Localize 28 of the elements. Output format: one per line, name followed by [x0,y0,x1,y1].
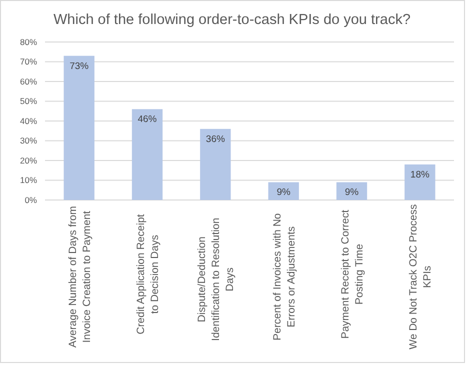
bar [336,182,368,200]
x-tick-label: Dispute/Deduction Identification to Resolution Days [196,218,236,341]
bar [268,182,299,200]
x-tick-label: Payment Receipt to Correct Posting Time [339,210,366,339]
data-label: 18% [410,169,430,180]
y-tick-label: 50% [20,96,38,106]
bar [404,164,436,200]
data-label: 9% [276,187,291,198]
data-label: 36% [206,134,226,145]
data-label: 46% [138,114,158,126]
x-tick-label: Average Number of Days from Invoice Creation to Payment [66,206,93,348]
data-label: 9% [344,187,360,198]
x-tick-label: Credit Application Receipt to Decision Days [134,214,161,334]
y-tick-label: 20% [20,155,38,166]
bar [132,109,163,200]
x-tick-label: We Do Not Track O2C Process KPIs [408,204,434,350]
y-tick-label: 70% [20,56,38,67]
x-tick-label: Percent of Invoices with No Errors or Adjustments [271,213,298,340]
data-label: 73% [70,60,90,72]
y-tick-label: 0% [24,194,38,205]
y-tick-label: 30% [20,136,38,146]
y-tick-label: 40% [20,116,38,126]
y-tick-label: 80% [20,36,38,47]
y-tick-label: 10% [20,175,38,186]
chart-title: Which of the following order-to-cash KPIs do you track? [53,12,411,28]
bar [64,56,94,200]
bar [200,128,231,200]
y-tick-label: 60% [20,76,38,86]
